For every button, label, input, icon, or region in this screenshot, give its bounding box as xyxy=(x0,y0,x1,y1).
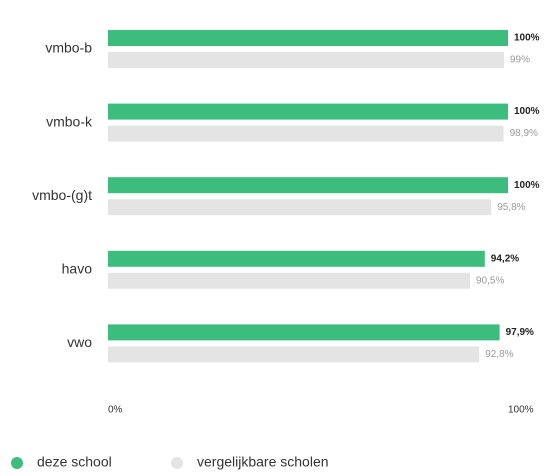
legend-label: vergelijkbare scholen xyxy=(197,454,329,470)
value-label: 100% xyxy=(514,180,540,191)
bar xyxy=(108,272,470,289)
value-label: 97,9% xyxy=(506,327,534,338)
legend-label: deze school xyxy=(37,454,112,470)
category-label: havo xyxy=(62,261,93,277)
value-label: 90,5% xyxy=(476,275,504,286)
value-label: 100% xyxy=(514,106,540,117)
bar xyxy=(108,346,480,363)
value-label: 92,8% xyxy=(485,349,513,360)
value-label: 94,2% xyxy=(491,253,519,264)
bar xyxy=(108,177,508,194)
x-tick-label: 100% xyxy=(508,405,534,416)
value-label: 95,8% xyxy=(497,202,525,213)
value-label: 99% xyxy=(510,55,530,66)
category-label: vmbo-(g)t xyxy=(32,187,92,203)
bar xyxy=(108,30,508,46)
value-label: 100% xyxy=(514,33,540,44)
category-label: vmbo-b xyxy=(45,40,92,56)
bar xyxy=(108,125,504,142)
legend-swatch xyxy=(171,457,183,469)
bar xyxy=(108,324,500,341)
bar xyxy=(108,103,508,120)
x-tick-label: 0% xyxy=(108,405,123,416)
legend-swatch xyxy=(11,457,23,469)
value-label: 98,9% xyxy=(510,128,538,139)
category-label: vmbo-k xyxy=(46,113,93,129)
category-label: vwo xyxy=(67,334,92,350)
bar xyxy=(108,250,485,267)
bar xyxy=(108,52,504,68)
bar xyxy=(108,199,492,216)
